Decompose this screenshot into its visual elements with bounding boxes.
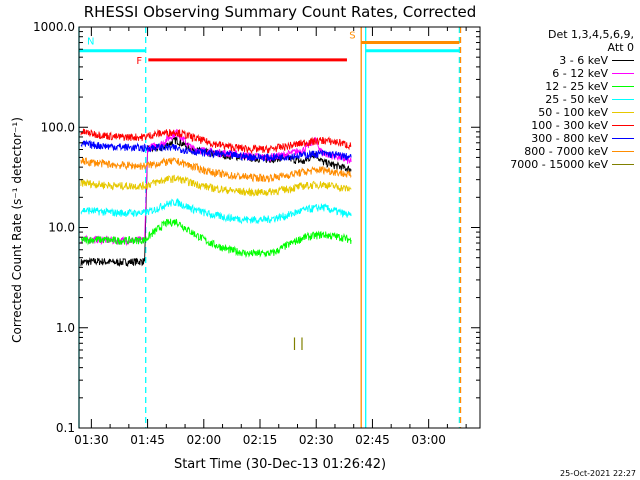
legend-entry: 7000 - 15000 keV [478, 158, 634, 171]
y-axis-label: Corrected Count Rate (s⁻¹ detector⁻¹) [10, 117, 24, 343]
legend-swatch [612, 151, 634, 152]
x-axis-label: Start Time (30-Dec-13 01:26:42) [174, 457, 386, 472]
legend-swatch [612, 164, 634, 165]
legend-swatch [612, 138, 634, 139]
legend-header-attenuator: Att 0 [607, 41, 634, 54]
plot-frame [78, 26, 481, 429]
legend-entry-label: 25 - 50 keV [545, 93, 608, 106]
legend-entry-label: 3 - 6 keV [559, 54, 608, 67]
legend-entry: 300 - 800 keV [478, 132, 634, 145]
x-tick-label: 02:45 [355, 433, 390, 447]
legend-swatch [612, 112, 634, 113]
series-line-6 [80, 139, 352, 162]
series-line-3 [80, 198, 352, 225]
legend-entry: 25 - 50 keV [478, 93, 634, 106]
x-tick-label: 01:45 [130, 433, 165, 447]
flag-label-1: F [136, 56, 142, 67]
series-line-7 [80, 156, 352, 183]
y-tick-label: 10.0 [48, 221, 75, 235]
axes: 0.1 1.0 10.0 100.0 1000.0 01:30 01:45 02:00 02:1… [33, 20, 481, 447]
y-tick-label: 0.1 [56, 421, 75, 435]
legend-header-detectors: Det 1,3,4,5,6,9, [547, 28, 634, 41]
series-line-5 [80, 128, 352, 155]
y-tick-label: 1.0 [56, 321, 75, 335]
legend-entries: 3 - 6 keV 6 - 12 keV 12 - 25 keV 25 - 50 ke… [478, 54, 634, 171]
legend-swatch [612, 73, 634, 74]
legend-entry-label: 800 - 7000 keV [524, 145, 608, 158]
x-tick-label: 01:30 [74, 433, 109, 447]
y-tick-label: 1000.0 [33, 20, 75, 34]
render-timestamp: 25-Oct-2021 22:27 [560, 469, 636, 478]
legend-entry-label: 7000 - 15000 keV [510, 158, 608, 171]
series-line-2 [80, 218, 352, 259]
series-line-8 [293, 337, 303, 350]
legend-entry: 3 - 6 keV [478, 54, 634, 67]
flag-label-0: N [87, 37, 94, 48]
legend-swatch [612, 125, 634, 126]
x-tick-label: 03:00 [411, 433, 446, 447]
legend: Det 1,3,4,5,6,9, Att 0 3 - 6 keV 6 - 12 k… [478, 28, 634, 171]
legend-swatch [612, 86, 634, 87]
legend-entry-label: 12 - 25 keV [545, 80, 608, 93]
legend-entry: 800 - 7000 keV [478, 145, 634, 158]
x-tick-label: 02:30 [299, 433, 334, 447]
legend-entry: 50 - 100 keV [478, 106, 634, 119]
legend-entry-label: 50 - 100 keV [538, 106, 608, 119]
x-tick-label: 02:15 [243, 433, 278, 447]
flag-label-2: S [349, 31, 355, 42]
y-tick-label: 100.0 [41, 120, 75, 134]
legend-swatch [612, 60, 634, 61]
series-line-4 [80, 174, 352, 197]
legend-entry: 6 - 12 keV [478, 67, 634, 80]
legend-swatch [612, 99, 634, 100]
chart-title: RHESSI Observing Summary Count Rates, Co… [84, 3, 477, 21]
legend-entry-label: 6 - 12 keV [552, 67, 608, 80]
legend-entry: 100 - 300 keV [478, 119, 634, 132]
legend-entry: 12 - 25 keV [478, 80, 634, 93]
plot-area: N F S [78, 27, 462, 428]
legend-entry-label: 100 - 300 keV [531, 119, 608, 132]
legend-entry-label: 300 - 800 keV [531, 132, 608, 145]
x-tick-label: 02:00 [187, 433, 222, 447]
